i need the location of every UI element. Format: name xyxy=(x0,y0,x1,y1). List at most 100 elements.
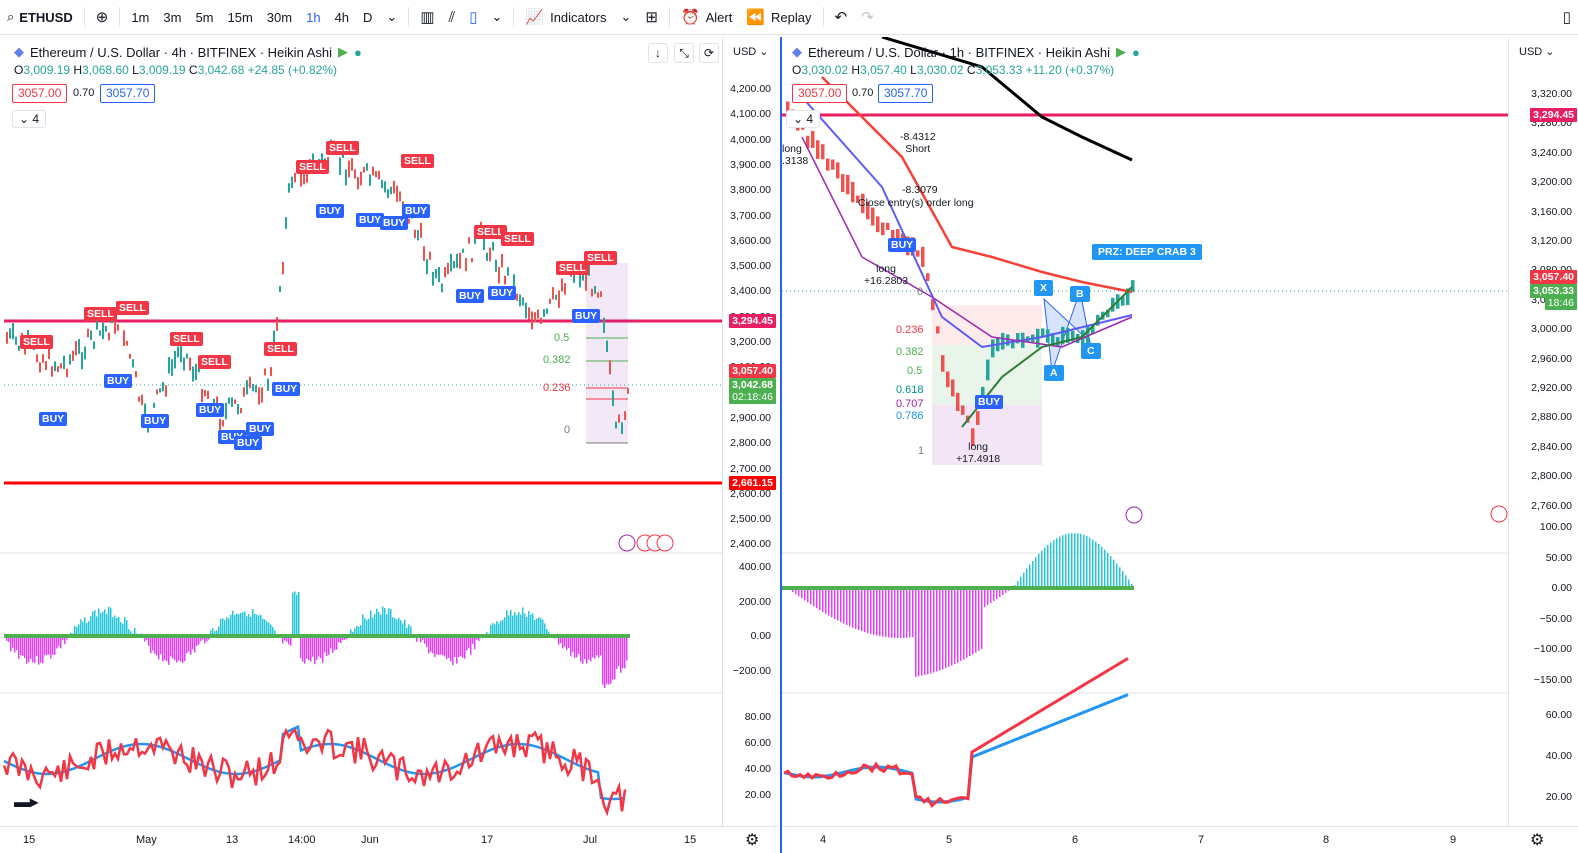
flag-icon[interactable] xyxy=(1490,505,1508,523)
interval-1h[interactable]: 1h xyxy=(306,9,321,25)
buy-signal[interactable]: BUY xyxy=(888,238,917,252)
sell-signal[interactable]: SELL xyxy=(556,261,589,275)
macd-bar xyxy=(828,588,830,616)
candle xyxy=(471,258,473,263)
layout-toggle-button[interactable]: ▯ xyxy=(1556,0,1578,35)
legend-title[interactable]: ◆ Ethereum / U.S. Dollar · 1h · BITFINEX… xyxy=(792,44,1140,60)
sell-signal[interactable]: SELL xyxy=(296,160,329,174)
tradingview-logo[interactable]: ▬▸ xyxy=(14,794,39,811)
sell-price-button[interactable]: 3057.00 xyxy=(12,84,68,103)
interval-dropdown[interactable]: ⌄ xyxy=(379,0,404,35)
fib-zone xyxy=(932,405,1042,465)
indicators-collapse[interactable]: ⌄ 4 xyxy=(12,110,47,128)
time-axis-right[interactable]: 4 5 6 7 8 9 ⚙ xyxy=(782,826,1578,853)
pattern-point-b[interactable]: B xyxy=(1070,286,1090,302)
alert-button[interactable]: ⏰ Alert xyxy=(674,0,739,35)
macd-bar xyxy=(1122,571,1124,588)
buy-price-button[interactable]: 3057.70 xyxy=(878,84,934,103)
interval-4h[interactable]: 4h xyxy=(334,9,350,25)
buy-signal[interactable]: BUY xyxy=(356,213,385,227)
indicators-collapse[interactable]: ⌄ 4 xyxy=(786,110,821,128)
sell-signal[interactable]: SELL xyxy=(474,225,507,239)
interval-1m[interactable]: 1m xyxy=(131,9,150,25)
sell-signal[interactable]: SELL xyxy=(84,307,117,321)
interval-3m[interactable]: 3m xyxy=(163,9,182,25)
sell-signal[interactable]: SELL xyxy=(326,141,359,155)
maximize-button[interactable]: ⤡ xyxy=(674,43,694,63)
sell-price-button[interactable]: 3057.00 xyxy=(792,84,848,103)
pattern-point-a[interactable]: A xyxy=(1044,365,1064,381)
price-axis-right[interactable]: USD ⌄ 3,320.00 3,280.00 3,240.00 3,200.00 3,… xyxy=(1508,37,1578,853)
buy-signal[interactable]: BUY xyxy=(234,436,263,450)
symbol-search[interactable]: ⌕ ETHUSD xyxy=(0,0,80,35)
macd-bar xyxy=(394,618,396,636)
settings-chart-button[interactable]: ⟳ xyxy=(699,43,719,63)
sell-signal[interactable]: SELL xyxy=(264,342,297,356)
news-icon[interactable] xyxy=(618,534,636,552)
buy-signal[interactable]: BUY xyxy=(39,412,68,426)
pattern-point-c[interactable]: C xyxy=(1081,343,1101,359)
sell-signal[interactable]: SELL xyxy=(584,251,617,265)
buy-signal[interactable]: BUY xyxy=(196,403,225,417)
buy-signal[interactable]: BUY xyxy=(272,382,301,396)
interval-15m[interactable]: 15m xyxy=(227,9,253,25)
chart-canvas-left[interactable] xyxy=(0,37,722,853)
sell-signal[interactable]: SELL xyxy=(401,154,434,168)
redo-icon: ↷ xyxy=(861,9,874,26)
candle xyxy=(369,174,371,186)
chart-canvas-right[interactable] xyxy=(782,37,1508,853)
style-dropdown[interactable]: ⌄ xyxy=(484,0,509,35)
sell-signal[interactable]: SELL xyxy=(116,301,149,315)
price-tick: 3,800.00 xyxy=(730,184,771,197)
price-tick: 2,400.00 xyxy=(730,538,771,551)
macd-bar xyxy=(885,588,887,638)
buy-signal[interactable]: BUY xyxy=(316,204,345,218)
buy-signal[interactable]: BUY xyxy=(488,286,517,300)
pattern-point-x[interactable]: X xyxy=(1034,280,1054,296)
fib-label: 0.236 xyxy=(896,324,924,336)
sell-signal[interactable]: SELL xyxy=(198,355,231,369)
buy-signal[interactable]: BUY xyxy=(380,216,409,230)
buy-signal[interactable]: BUY xyxy=(572,309,601,323)
candles-style-button[interactable]: ▯ xyxy=(462,0,484,35)
interval-5m[interactable]: 5m xyxy=(195,9,214,25)
download-button[interactable]: ↓ xyxy=(648,43,668,63)
buy-signal[interactable]: BUY xyxy=(456,289,485,303)
sell-signal[interactable]: SELL xyxy=(170,332,203,346)
currency-select[interactable]: USD ⌄ xyxy=(1519,46,1555,58)
interval-d[interactable]: D xyxy=(363,9,373,25)
gear-icon[interactable]: ⚙ xyxy=(1530,832,1545,849)
currency-select[interactable]: USD ⌄ xyxy=(733,46,769,58)
macd-bar xyxy=(322,636,324,663)
interval-30m[interactable]: 30m xyxy=(266,9,293,25)
buy-signal[interactable]: BUY xyxy=(104,374,133,388)
flag-icon[interactable] xyxy=(656,534,674,552)
buy-price-button[interactable]: 3057.70 xyxy=(100,84,156,103)
sell-signal[interactable]: SELL xyxy=(501,232,534,246)
line-style-button[interactable]: ⫽ xyxy=(442,0,463,35)
chart-pane-right[interactable]: ◆ Ethereum / U.S. Dollar · 1h · BITFINEX… xyxy=(780,37,1578,853)
gear-icon[interactable]: ⚙ xyxy=(745,832,760,849)
buy-signal[interactable]: BUY xyxy=(975,395,1004,409)
bars-style-button[interactable]: ▥ xyxy=(413,0,441,35)
news-icon[interactable] xyxy=(1125,506,1143,524)
compare-button[interactable]: ⊕ xyxy=(89,0,116,35)
candle xyxy=(375,171,377,178)
time-axis-left[interactable]: 15 May 13 14:00 Jun 17 Jul 15 ⚙ xyxy=(0,826,777,853)
legend-title[interactable]: ◆ Ethereum / U.S. Dollar · 4h · BITFINEX… xyxy=(14,44,362,60)
sell-signal[interactable]: SELL xyxy=(20,335,53,349)
buy-signal[interactable]: BUY xyxy=(141,414,170,428)
redo-button[interactable]: ↷ xyxy=(854,0,881,35)
buy-signal[interactable]: BUY xyxy=(402,204,431,218)
chart-pane-left[interactable]: ◆ Ethereum / U.S. Dollar · 4h · BITFINEX… xyxy=(0,37,777,853)
prz-label[interactable]: PRZ: DEEP CRAB 3 xyxy=(1092,244,1202,260)
divider xyxy=(822,7,824,27)
price-axis-left[interactable]: USD ⌄ 4,200.00 4,100.00 4,000.00 3,900.00 3,… xyxy=(722,37,777,853)
undo-button[interactable]: ↶ xyxy=(828,0,855,35)
buy-signal[interactable]: BUY xyxy=(246,422,275,436)
replay-button[interactable]: ⏪ Replay xyxy=(739,0,818,35)
indicators-button[interactable]: 📈 Indicators xyxy=(518,0,613,35)
indicators-dropdown[interactable]: ⌄ xyxy=(613,0,638,35)
candle xyxy=(249,376,251,389)
layouts-button[interactable]: ⊞ xyxy=(638,0,665,35)
